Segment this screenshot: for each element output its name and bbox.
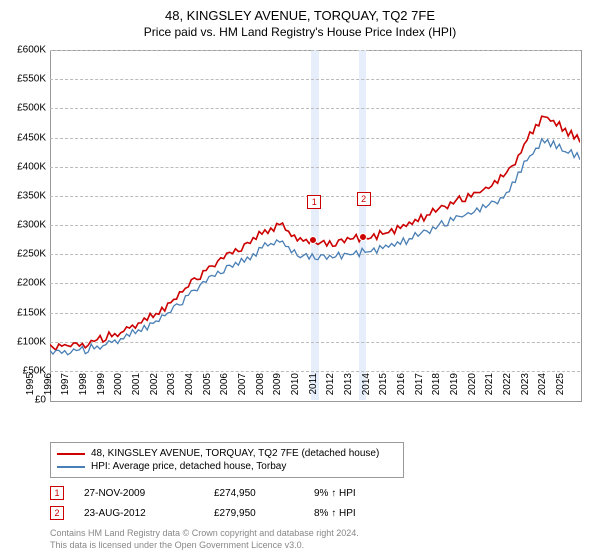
legend-item-hpi: HPI: Average price, detached house, Torb… (57, 460, 397, 473)
x-axis-label: 2003 (166, 373, 177, 403)
x-axis-label: 2006 (219, 373, 230, 403)
y-axis-label: £200K (0, 278, 46, 289)
x-axis-label: 1996 (43, 373, 54, 403)
x-axis-label: 1995 (25, 373, 36, 403)
chart-subtitle: Price paid vs. HM Land Registry's House … (0, 23, 600, 45)
x-axis-label: 2020 (467, 373, 478, 403)
attribution-line1: Contains HM Land Registry data © Crown c… (50, 528, 580, 540)
y-axis-label: £400K (0, 161, 46, 172)
y-axis-label: £500K (0, 103, 46, 114)
transaction-price: £274,950 (214, 488, 294, 499)
legend-label-property: 48, KINGSLEY AVENUE, TORQUAY, TQ2 7FE (d… (91, 448, 379, 459)
marker-label: 1 (307, 195, 321, 209)
legend: 48, KINGSLEY AVENUE, TORQUAY, TQ2 7FE (d… (50, 442, 404, 478)
chart-container: 48, KINGSLEY AVENUE, TORQUAY, TQ2 7FE Pr… (0, 0, 600, 560)
x-axis-label: 2022 (502, 373, 513, 403)
line-plot (50, 50, 580, 400)
x-axis-label: 2012 (325, 373, 336, 403)
x-axis-label: 2001 (131, 373, 142, 403)
series-hpi (50, 139, 580, 355)
x-axis-label: 2011 (308, 373, 319, 403)
x-axis-label: 2000 (113, 373, 124, 403)
y-axis-label: £450K (0, 132, 46, 143)
transactions-table: 1 27-NOV-2009 £274,950 9% ↑ HPI 2 23-AUG… (50, 483, 580, 523)
y-axis-label: £300K (0, 220, 46, 231)
transaction-row: 1 27-NOV-2009 £274,950 9% ↑ HPI (50, 483, 580, 503)
legend-swatch-hpi (57, 466, 85, 468)
attribution: Contains HM Land Registry data © Crown c… (50, 528, 580, 551)
transaction-pct: 9% ↑ HPI (314, 488, 394, 499)
x-axis-label: 1997 (60, 373, 71, 403)
y-axis-label: £250K (0, 249, 46, 260)
x-axis-label: 2013 (343, 373, 354, 403)
legend-item-property: 48, KINGSLEY AVENUE, TORQUAY, TQ2 7FE (d… (57, 447, 397, 460)
x-axis-label: 2007 (237, 373, 248, 403)
chart-area: 12 £0£50K£100K£150K£200K£250K£300K£350K£… (50, 50, 580, 400)
y-axis-label: £0 (0, 395, 46, 406)
x-axis-label: 2023 (520, 373, 531, 403)
y-axis-label: £350K (0, 190, 46, 201)
x-axis-label: 2016 (396, 373, 407, 403)
x-axis-label: 2010 (290, 373, 301, 403)
x-axis-label: 2017 (414, 373, 425, 403)
transaction-price: £279,950 (214, 508, 294, 519)
x-axis-label: 2014 (361, 373, 372, 403)
y-axis-label: £100K (0, 336, 46, 347)
x-axis-label: 2021 (484, 373, 495, 403)
y-axis-label: £150K (0, 307, 46, 318)
x-axis-label: 2024 (537, 373, 548, 403)
x-axis-label: 2019 (449, 373, 460, 403)
y-axis-label: £600K (0, 45, 46, 56)
transaction-marker: 1 (50, 486, 64, 500)
x-axis-label: 2009 (272, 373, 283, 403)
transaction-row: 2 23-AUG-2012 £279,950 8% ↑ HPI (50, 503, 580, 523)
transaction-date: 23-AUG-2012 (84, 508, 194, 519)
x-axis-label: 2004 (184, 373, 195, 403)
legend-swatch-property (57, 453, 85, 455)
attribution-line2: This data is licensed under the Open Gov… (50, 540, 580, 552)
marker-label: 2 (357, 192, 371, 206)
chart-title: 48, KINGSLEY AVENUE, TORQUAY, TQ2 7FE (0, 0, 600, 23)
legend-label-hpi: HPI: Average price, detached house, Torb… (91, 461, 286, 472)
y-axis-label: £550K (0, 74, 46, 85)
x-axis-label: 2008 (255, 373, 266, 403)
x-axis-label: 1999 (96, 373, 107, 403)
marker-dot (359, 233, 367, 241)
transaction-pct: 8% ↑ HPI (314, 508, 394, 519)
transaction-marker: 2 (50, 506, 64, 520)
x-axis-label: 2015 (378, 373, 389, 403)
x-axis-label: 2018 (431, 373, 442, 403)
y-axis-label: £50K (0, 365, 46, 376)
x-axis-label: 2002 (149, 373, 160, 403)
series-property (50, 116, 580, 350)
x-axis-label: 1998 (78, 373, 89, 403)
transaction-date: 27-NOV-2009 (84, 488, 194, 499)
marker-dot (309, 236, 317, 244)
x-axis-label: 2005 (202, 373, 213, 403)
x-axis-label: 2025 (555, 373, 566, 403)
